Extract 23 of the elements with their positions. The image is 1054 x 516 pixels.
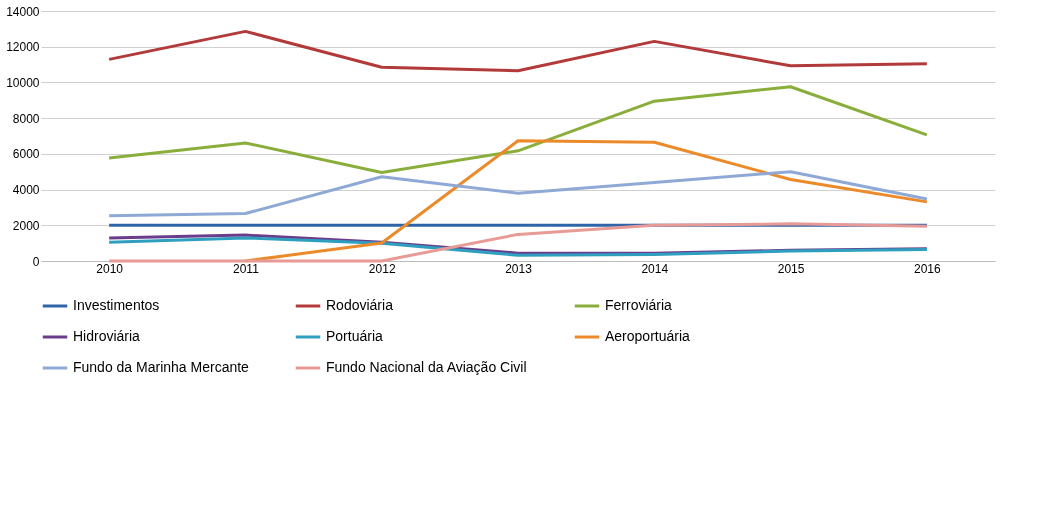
x-tick-label: 2014 bbox=[641, 261, 669, 276]
legend-label: Hidroviária bbox=[73, 328, 141, 344]
legend-label: Fundo da Marinha Mercante bbox=[73, 359, 250, 375]
y-tick-label: 8000 bbox=[12, 111, 40, 126]
legend-label: Rodoviária bbox=[326, 297, 394, 313]
x-tick-label: 2016 bbox=[914, 261, 942, 276]
x-tick-label: 2012 bbox=[368, 261, 396, 276]
y-tick-label: 12000 bbox=[6, 40, 40, 55]
legend-label: Portuária bbox=[326, 328, 384, 344]
x-tick-label: 2010 bbox=[96, 261, 124, 276]
x-tick-label: 2011 bbox=[233, 261, 260, 276]
y-tick-label: 6000 bbox=[12, 147, 40, 162]
y-tick-label: 0 bbox=[32, 254, 40, 269]
y-tick-label: 4000 bbox=[12, 183, 40, 198]
legend-label: Fundo Nacional da Aviação Civil bbox=[326, 359, 527, 375]
legend-label: Aeroportuária bbox=[605, 328, 691, 344]
x-tick-label: 2015 bbox=[777, 261, 805, 276]
x-tick-label: 2013 bbox=[505, 261, 533, 276]
legend-label: Investimentos bbox=[73, 297, 160, 313]
y-tick-label: 14000 bbox=[6, 4, 40, 19]
y-tick-label: 10000 bbox=[6, 75, 40, 90]
y-tick-label: 2000 bbox=[12, 218, 40, 233]
legend-label: Ferroviária bbox=[605, 297, 673, 313]
